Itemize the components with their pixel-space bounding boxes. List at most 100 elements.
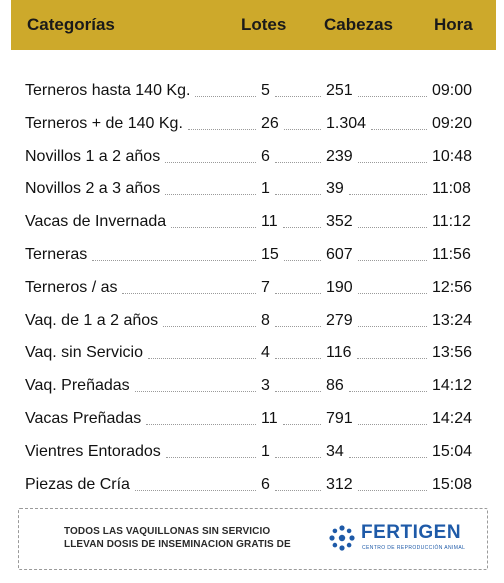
- table-row: Novillos 1 a 2 años 6 239 10:48: [11, 142, 496, 175]
- cell-hora: 13:24: [432, 311, 473, 329]
- table-header: Categorías Lotes Cabezas Hora: [11, 0, 496, 50]
- cell-lotes: 11: [261, 409, 278, 427]
- fertigen-logo-subtitle: CENTRO DE REPRODUCCIÓN ANIMAL: [362, 545, 466, 551]
- cell-hora: 11:08: [432, 180, 471, 198]
- cell-hora: 14:12: [432, 377, 473, 395]
- cell-cabezas: 251: [326, 82, 353, 99]
- cell-lotes: 6: [261, 147, 270, 165]
- cell-categoria: Vientres Entorados: [25, 442, 161, 460]
- dotted-leader: [283, 423, 321, 425]
- dotted-leader: [358, 227, 427, 229]
- table-row: Terneras 15 607 11:56: [11, 240, 496, 273]
- cell-lotes: 26: [261, 114, 279, 132]
- cell-categoria: Terneras: [25, 245, 88, 263]
- dotted-leader: [163, 325, 256, 327]
- header-categorias: Categorías: [27, 15, 115, 34]
- cell-lotes: 8: [261, 311, 270, 329]
- cell-cabezas: 1.304: [326, 114, 367, 132]
- cell-categoria: Terneros + de 140 Kg.: [25, 114, 183, 132]
- dotted-leader: [358, 259, 427, 261]
- dotted-leader: [275, 391, 321, 393]
- promo-line-1: TODOS LAS VAQUILLONAS SIN SERVICIO: [64, 526, 271, 537]
- dotted-leader: [358, 423, 427, 425]
- cell-cabezas: 279: [326, 311, 353, 329]
- cell-hora: 09:20: [432, 114, 473, 132]
- cell-categoria: Vaq. sin Servicio: [25, 344, 143, 362]
- cell-lotes: 4: [261, 344, 270, 362]
- cell-categoria: Novillos 2 a 3 años: [25, 180, 161, 198]
- dotted-leader: [275, 325, 321, 327]
- cell-categoria: Vacas de Invernada: [25, 213, 167, 231]
- dotted-leader: [148, 358, 256, 360]
- dotted-leader: [275, 489, 321, 491]
- cell-lotes: 5: [261, 82, 270, 99]
- dotted-leader: [146, 423, 256, 425]
- header-lotes: Lotes: [241, 15, 287, 34]
- cell-lotes: 6: [261, 475, 270, 493]
- cell-cabezas: 312: [326, 475, 353, 493]
- dotted-leader: [195, 96, 256, 97]
- dotted-leader: [349, 456, 427, 458]
- table-row: Piezas de Cría 6 312 15:08: [11, 470, 496, 503]
- cell-categoria: Novillos 1 a 2 años: [25, 147, 161, 165]
- cell-cabezas: 352: [326, 213, 353, 231]
- dotted-leader: [275, 292, 321, 294]
- table-panel: Terneros hasta 140 Kg. 5 251 09:00 Terneros …: [11, 50, 496, 578]
- cell-hora: 11:12: [432, 213, 471, 231]
- cell-hora: 10:48: [432, 147, 473, 165]
- dotted-leader: [275, 358, 321, 360]
- cell-categoria: Vaq. de 1 a 2 años: [25, 311, 159, 329]
- dotted-leader: [357, 358, 427, 360]
- table-row: Vacas de Invernada 11 352 11:12: [11, 207, 496, 240]
- dotted-leader: [166, 456, 256, 458]
- header-hora: Hora: [434, 15, 473, 34]
- cell-categoria: Terneros / as: [25, 278, 118, 296]
- cell-lotes: 7: [261, 278, 270, 296]
- dotted-leader: [135, 391, 256, 393]
- cell-lotes: 1: [261, 442, 270, 460]
- cell-cabezas: 86: [326, 377, 344, 395]
- cell-hora: 15:04: [432, 442, 473, 460]
- dotted-leader: [171, 227, 256, 229]
- table-row: Vaq. sin Servicio 4 116 13:56: [11, 338, 496, 371]
- cell-categoria: Piezas de Cría: [25, 475, 130, 493]
- cell-cabezas: 34: [326, 442, 344, 460]
- table-row: Vaq. de 1 a 2 años 8 279 13:24: [11, 306, 496, 339]
- dotted-leader: [275, 456, 321, 458]
- dotted-leader: [358, 292, 427, 294]
- dotted-leader: [283, 227, 321, 229]
- dotted-leader: [358, 325, 427, 327]
- cell-categoria: Vaq. Preñadas: [25, 377, 130, 395]
- table-row: Terneros / as 7 190 12:56: [11, 273, 496, 306]
- fertigen-logo-name: FERTIGEN: [361, 522, 462, 543]
- table-row: Terneros + de 140 Kg. 26 1.304 09:20: [11, 109, 496, 142]
- table-row: Vientres Entorados 1 34 15:04: [11, 437, 496, 470]
- dotted-leader: [275, 96, 321, 97]
- cell-categoria: Vacas Preñadas: [25, 409, 142, 427]
- cell-categoria: Terneros hasta 140 Kg.: [25, 82, 191, 99]
- dotted-leader: [275, 194, 321, 196]
- dotted-leader: [371, 128, 427, 130]
- cell-cabezas: 791: [326, 409, 353, 427]
- cell-cabezas: 116: [326, 344, 352, 362]
- cell-hora: 14:24: [432, 409, 473, 427]
- dotted-leader: [358, 96, 427, 97]
- cell-hora: 13:56: [432, 344, 473, 362]
- dotted-leader: [122, 292, 256, 294]
- cell-hora: 15:08: [432, 475, 473, 493]
- dotted-leader: [284, 128, 321, 130]
- dotted-leader: [358, 489, 427, 491]
- table-body: Terneros hasta 140 Kg. 5 251 09:00 Terneros …: [11, 76, 496, 502]
- cell-cabezas: 607: [326, 245, 353, 263]
- cell-lotes: 15: [261, 245, 279, 263]
- table-row: Novillos 2 a 3 años 1 39 11:08: [11, 174, 496, 207]
- cell-lotes: 11: [261, 213, 278, 231]
- cell-cabezas: 190: [326, 278, 353, 296]
- dotted-leader: [358, 161, 427, 163]
- dots-circle-icon: [329, 525, 355, 551]
- cell-hora: 11:56: [432, 245, 471, 263]
- dotted-leader: [275, 161, 321, 163]
- cell-hora: 12:56: [432, 278, 473, 296]
- header-cabezas: Cabezas: [324, 15, 393, 34]
- cell-hora: 09:00: [432, 82, 473, 99]
